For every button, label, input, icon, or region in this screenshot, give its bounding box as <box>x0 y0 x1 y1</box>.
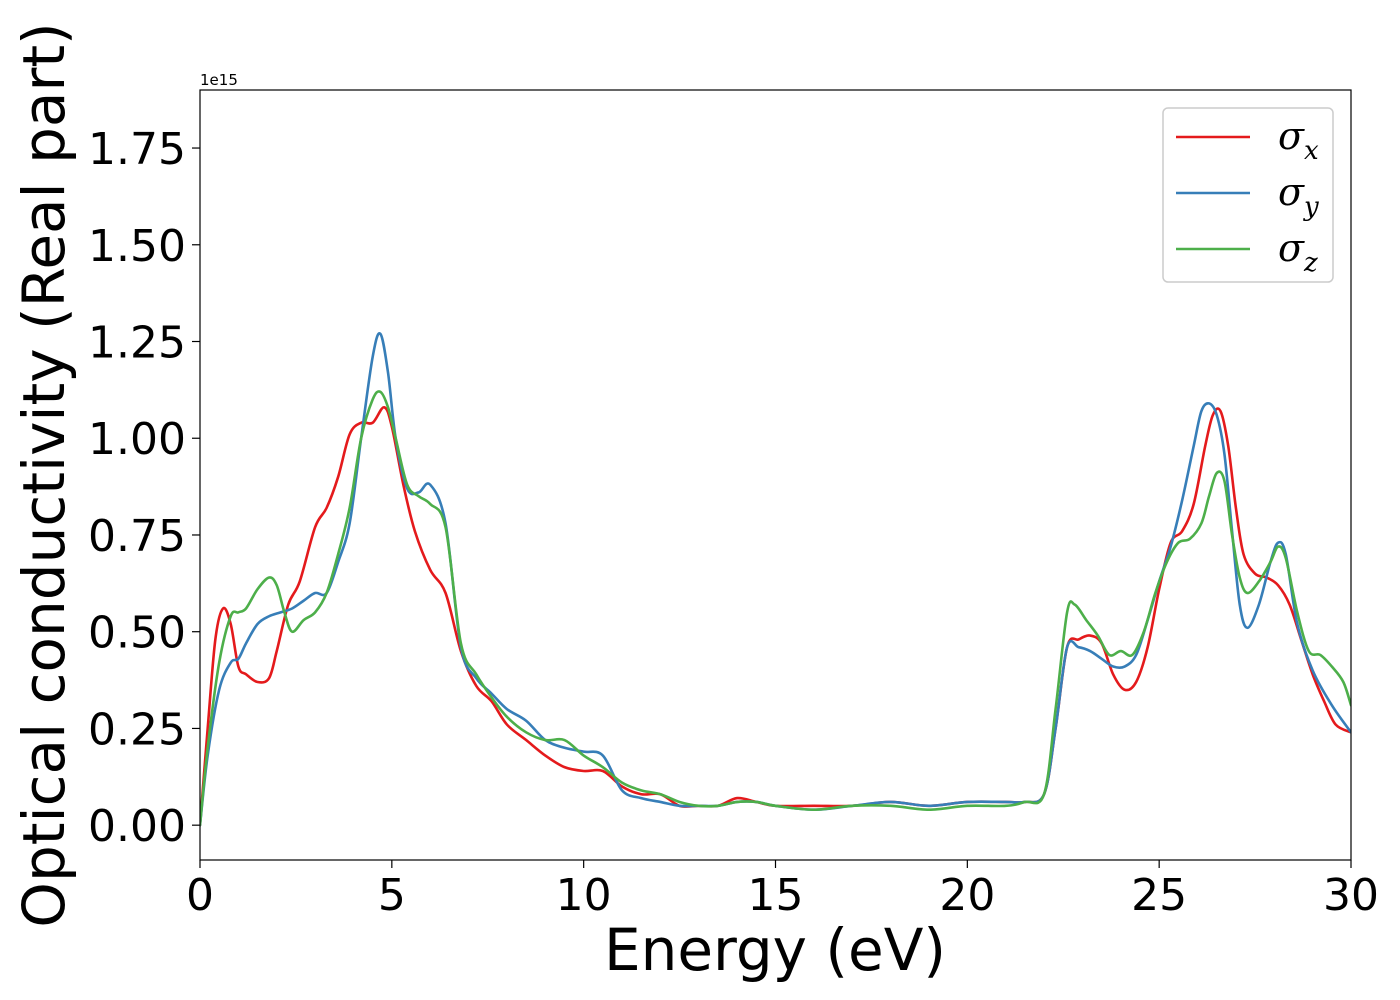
x-axis-label: Energy (eV) <box>604 916 946 984</box>
y-axis: 0.00 0.25 0.50 0.75 1.00 1.25 1.50 1.75 <box>88 124 200 852</box>
legend-subscript: y <box>1303 192 1319 222</box>
y-axis-label: Optical conductivity (Real part) <box>10 22 78 927</box>
y-tick-label: 0.25 <box>88 704 186 755</box>
y-tick-label: 1.75 <box>88 124 186 175</box>
legend-symbol: σ <box>1278 170 1305 214</box>
x-tick-label: 0 <box>186 870 214 921</box>
legend-symbol: σ <box>1278 114 1305 158</box>
x-tick-label: 10 <box>556 870 612 921</box>
series-layer <box>200 332 1351 827</box>
y-tick-label: 0.75 <box>88 511 186 562</box>
x-tick-label: 15 <box>748 870 804 921</box>
legend-subscript: x <box>1304 136 1319 166</box>
y-tick-label: 0.00 <box>88 801 186 852</box>
legend-frame <box>1162 107 1334 283</box>
x-tick-label: 20 <box>939 870 995 921</box>
legend-subscript: z <box>1303 248 1318 278</box>
y-offset-text: 1e15 <box>200 71 238 89</box>
y-tick-label: 1.25 <box>88 318 186 369</box>
legend-symbol: σ <box>1278 226 1305 270</box>
legend-label-x: σx <box>1278 114 1319 166</box>
y-tick-label: 1.50 <box>88 221 186 272</box>
y-tick-label: 1.00 <box>88 414 186 465</box>
legend-label-y: σy <box>1278 170 1319 222</box>
x-tick-label: 25 <box>1131 870 1187 921</box>
series-line-x <box>200 405 1351 827</box>
x-tick-label: 5 <box>378 870 406 921</box>
legend-label-z: σz <box>1278 226 1318 278</box>
x-tick-label: 30 <box>1323 870 1379 921</box>
x-axis: 0 5 10 15 20 25 30 <box>186 860 1379 921</box>
series-line-z <box>200 390 1351 827</box>
y-tick-label: 0.50 <box>88 608 186 659</box>
